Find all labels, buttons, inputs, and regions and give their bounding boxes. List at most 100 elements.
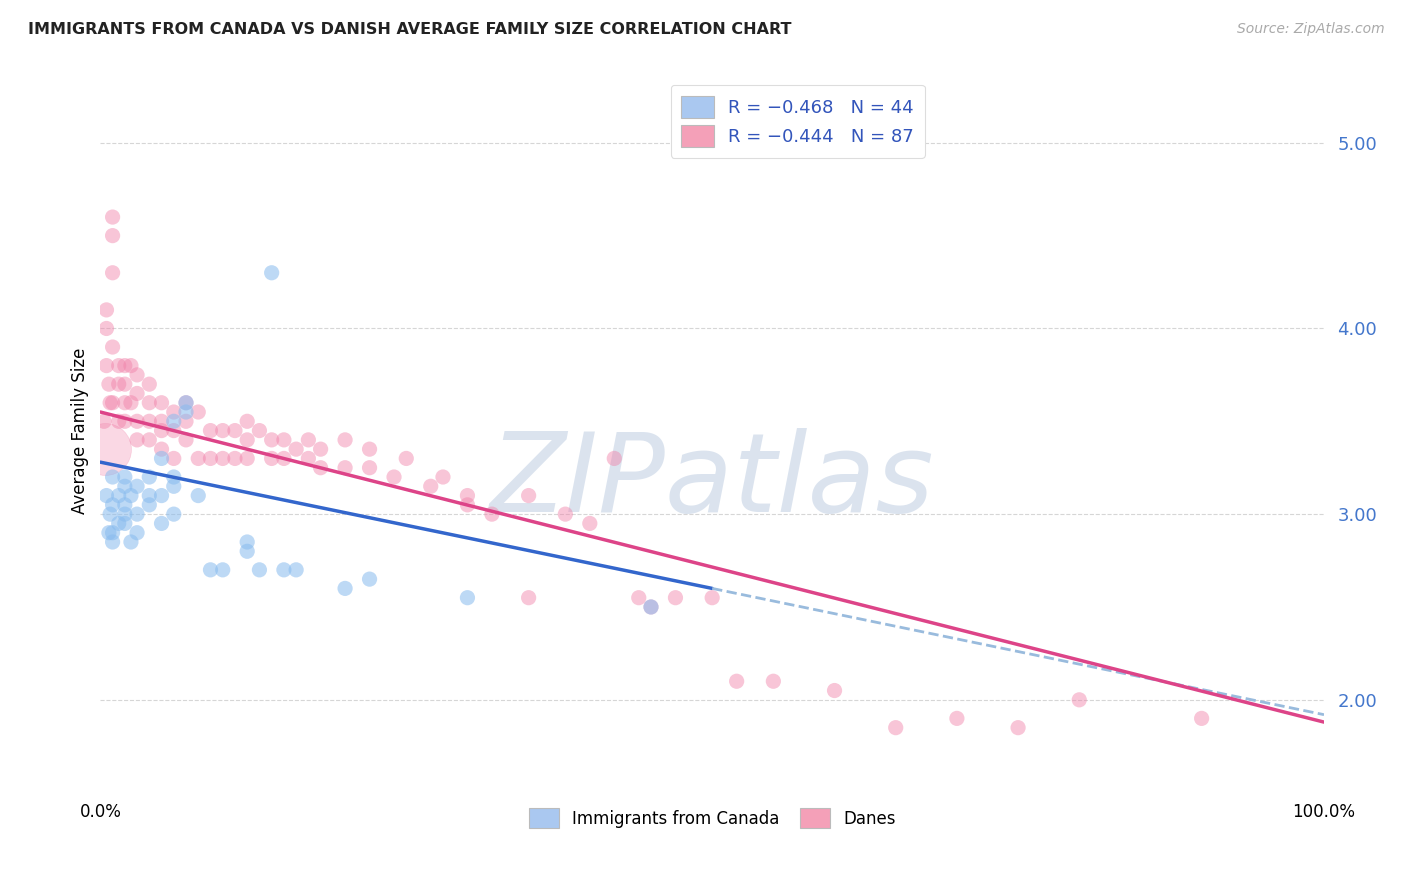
Point — [125, 433, 148, 447]
Point — [107, 489, 129, 503]
Point — [200, 451, 222, 466]
Y-axis label: Average Family Size: Average Family Size — [72, 347, 89, 514]
Point — [107, 414, 129, 428]
Point — [101, 228, 124, 243]
Point — [432, 470, 454, 484]
Point — [395, 451, 418, 466]
Point — [359, 572, 381, 586]
Point — [517, 489, 540, 503]
Point — [97, 377, 120, 392]
Point — [627, 591, 650, 605]
Point — [456, 498, 478, 512]
Point — [260, 451, 283, 466]
Point — [211, 451, 233, 466]
Point — [96, 359, 118, 373]
Point — [138, 470, 160, 484]
Point — [236, 414, 259, 428]
Point — [664, 591, 686, 605]
Point — [174, 395, 197, 409]
Point — [107, 359, 129, 373]
Point — [101, 340, 124, 354]
Point — [125, 386, 148, 401]
Point — [125, 414, 148, 428]
Point — [554, 507, 576, 521]
Point — [333, 582, 356, 596]
Point — [107, 377, 129, 392]
Point — [163, 414, 186, 428]
Point — [138, 414, 160, 428]
Point — [297, 451, 319, 466]
Point — [200, 563, 222, 577]
Point — [163, 405, 186, 419]
Point — [236, 433, 259, 447]
Point — [187, 489, 209, 503]
Point — [125, 507, 148, 521]
Point — [359, 460, 381, 475]
Point — [273, 563, 295, 577]
Point — [114, 516, 136, 531]
Point — [114, 395, 136, 409]
Point — [101, 395, 124, 409]
Point — [150, 424, 173, 438]
Point — [150, 395, 173, 409]
Point — [114, 359, 136, 373]
Point — [101, 266, 124, 280]
Point — [163, 507, 186, 521]
Point — [125, 368, 148, 382]
Point — [163, 470, 186, 484]
Point — [260, 266, 283, 280]
Point — [236, 535, 259, 549]
Point — [285, 442, 308, 457]
Point — [120, 395, 142, 409]
Point — [333, 460, 356, 475]
Point — [456, 489, 478, 503]
Point — [359, 442, 381, 457]
Point — [224, 424, 246, 438]
Point — [101, 470, 124, 484]
Text: IMMIGRANTS FROM CANADA VS DANISH AVERAGE FAMILY SIZE CORRELATION CHART: IMMIGRANTS FROM CANADA VS DANISH AVERAGE… — [28, 22, 792, 37]
Point — [640, 599, 662, 614]
Point — [309, 442, 332, 457]
Point — [114, 377, 136, 392]
Point — [125, 479, 148, 493]
Point — [150, 451, 173, 466]
Point — [163, 479, 186, 493]
Point — [138, 498, 160, 512]
Point — [382, 470, 405, 484]
Point — [211, 424, 233, 438]
Point — [762, 674, 785, 689]
Point — [96, 302, 118, 317]
Point — [702, 591, 724, 605]
Text: ZIPatlas: ZIPatlas — [489, 428, 935, 535]
Point — [138, 377, 160, 392]
Point — [96, 321, 118, 335]
Point — [309, 460, 332, 475]
Point — [114, 470, 136, 484]
Point — [120, 489, 142, 503]
Point — [97, 525, 120, 540]
Point — [211, 563, 233, 577]
Point — [150, 414, 173, 428]
Point — [114, 414, 136, 428]
Point — [150, 442, 173, 457]
Point — [138, 395, 160, 409]
Point — [640, 599, 662, 614]
Point — [138, 433, 160, 447]
Point — [187, 451, 209, 466]
Point — [946, 711, 969, 725]
Point — [101, 498, 124, 512]
Point — [114, 507, 136, 521]
Point — [98, 507, 121, 521]
Point — [249, 563, 271, 577]
Point — [456, 591, 478, 605]
Point — [824, 683, 846, 698]
Point — [603, 451, 626, 466]
Point — [101, 210, 124, 224]
Point — [94, 442, 117, 457]
Point — [174, 395, 197, 409]
Point — [481, 507, 503, 521]
Point — [884, 721, 907, 735]
Point — [96, 489, 118, 503]
Point — [125, 525, 148, 540]
Legend: Immigrants from Canada, Danes: Immigrants from Canada, Danes — [522, 801, 903, 835]
